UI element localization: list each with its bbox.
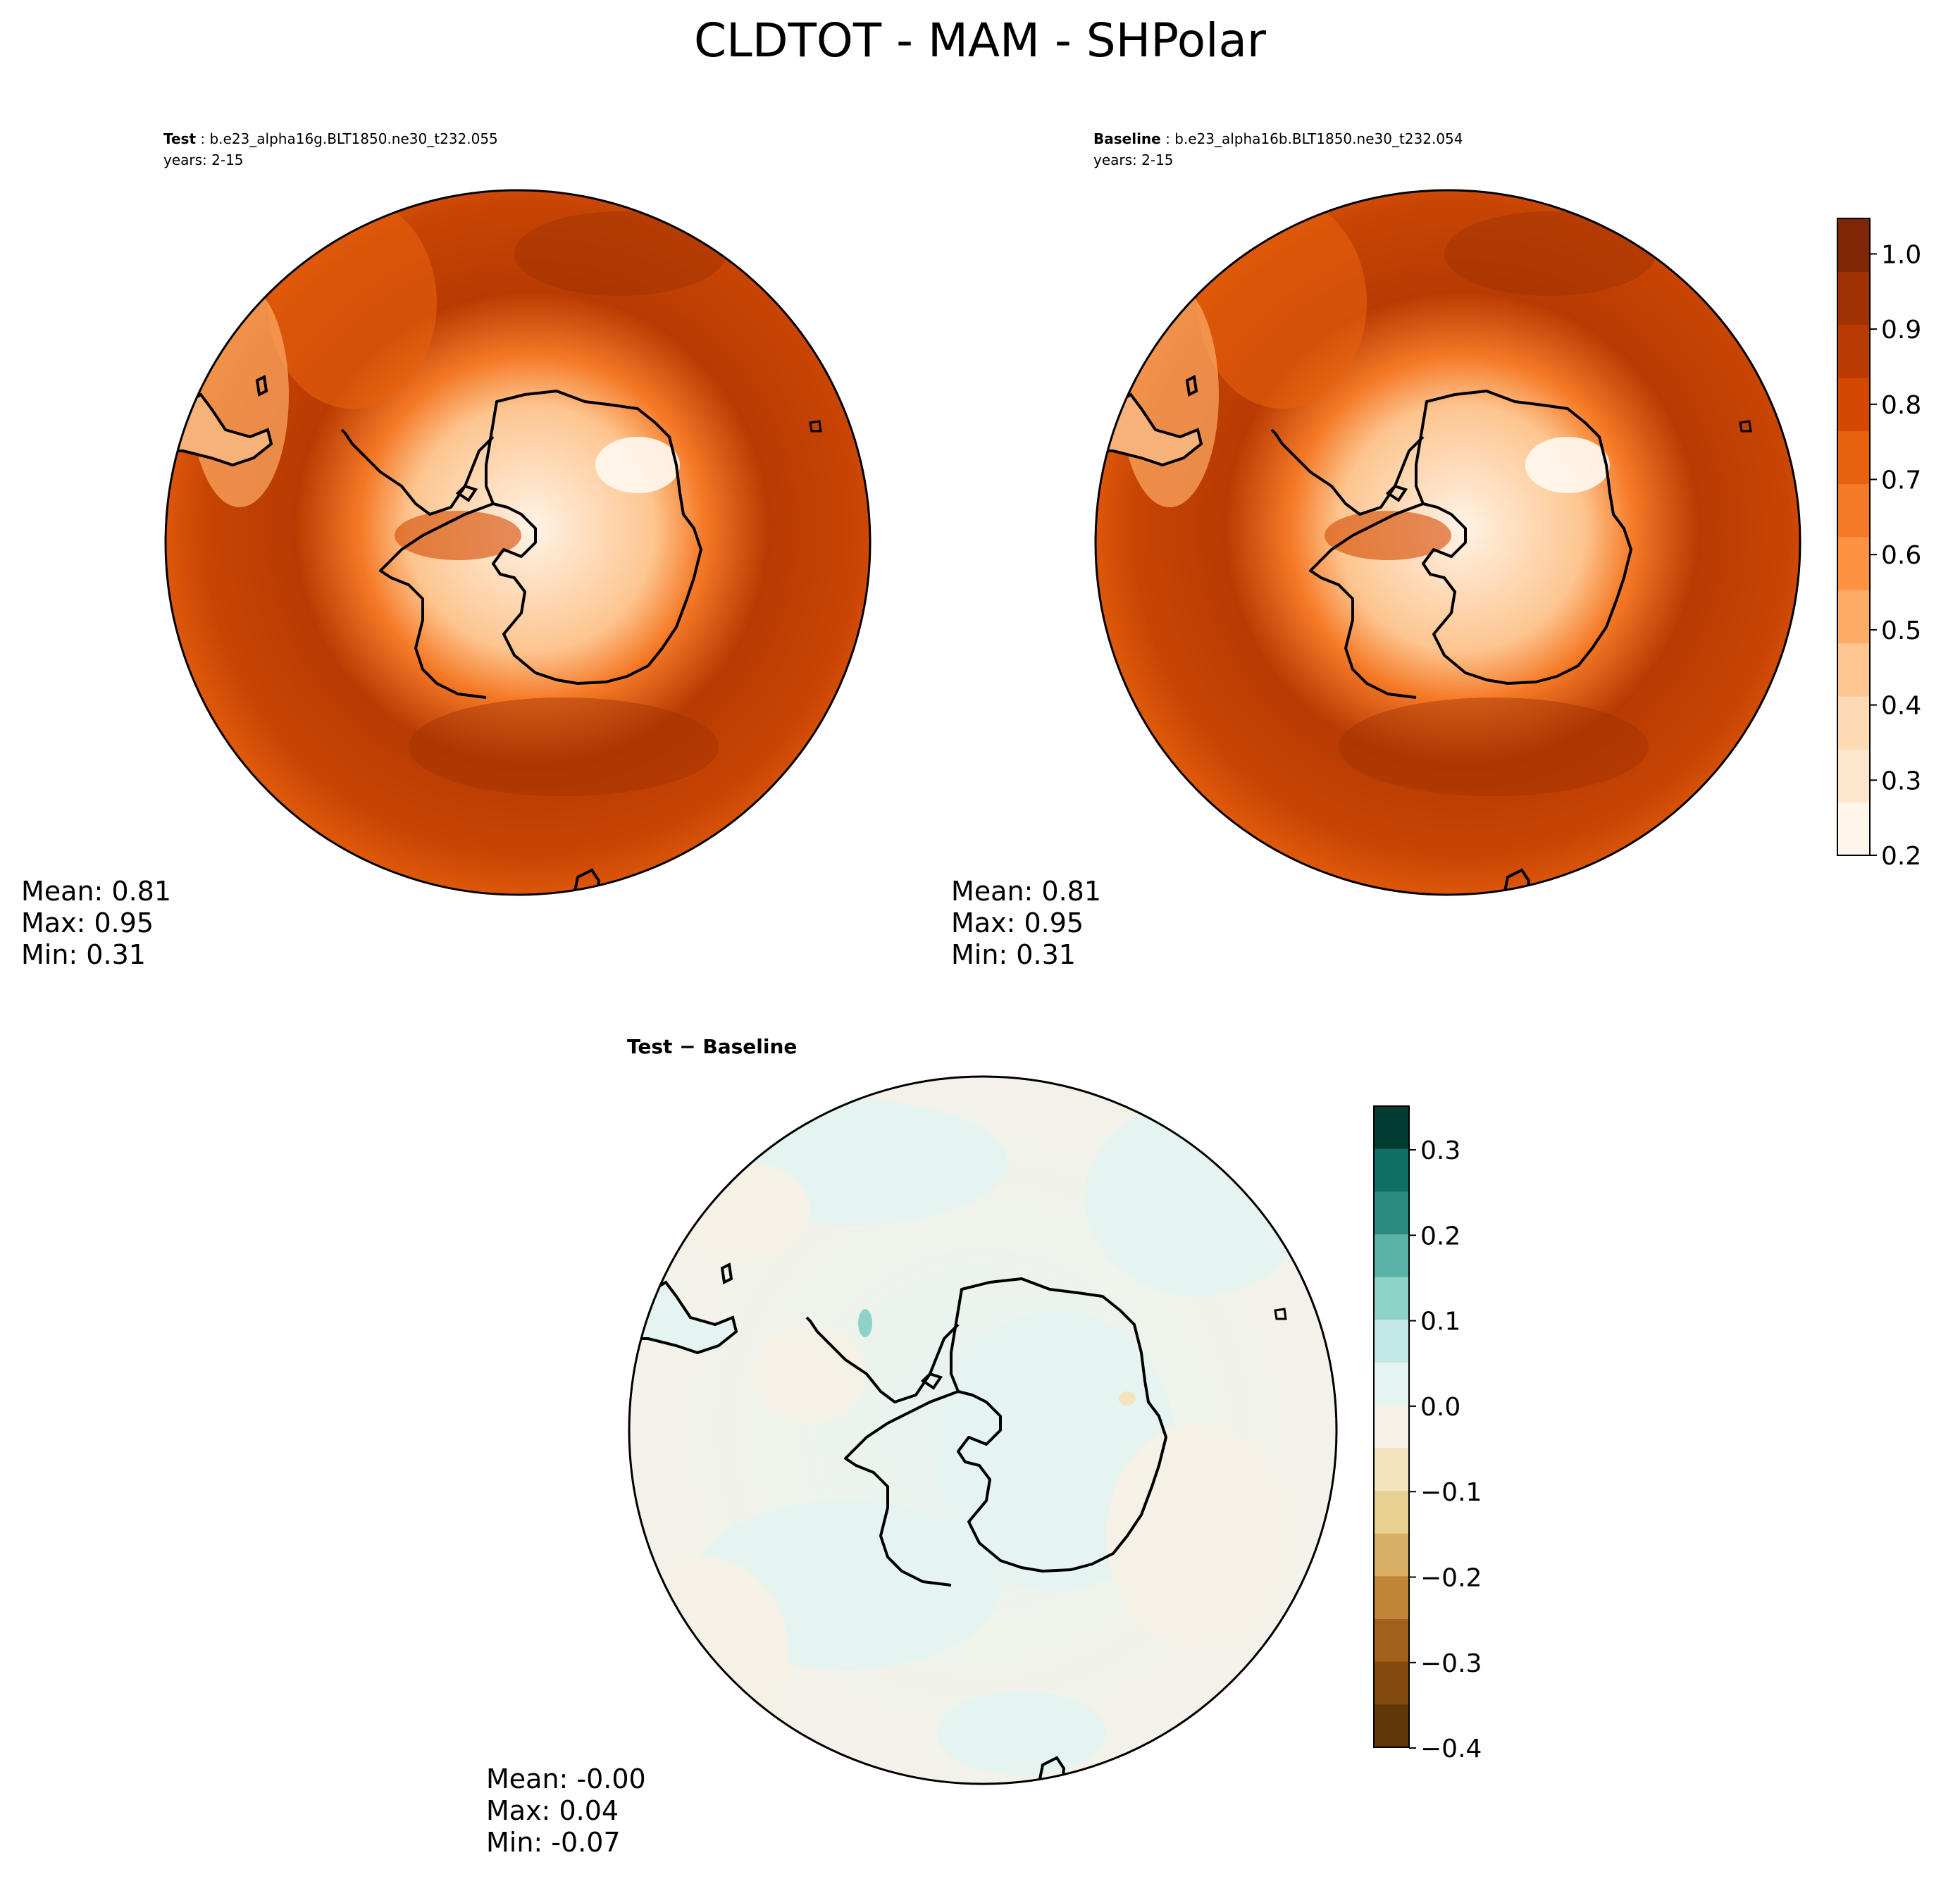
main-colorbar-block xyxy=(1837,324,1870,378)
diff-colorbar-block xyxy=(1374,1704,1409,1748)
diff-colorbar-block xyxy=(1374,1234,1409,1278)
diff-panel: Test − Baseline Me xyxy=(486,1035,1338,1858)
baseline-antarctic-peninsula xyxy=(1270,428,1425,699)
test-years: years: 2-15 xyxy=(163,151,244,168)
main-colorbar-tick-label: 0.6 xyxy=(1881,541,1921,570)
main-colorbar-tick-label: 0.9 xyxy=(1881,316,1921,345)
diff-colorbar-block xyxy=(1374,1661,1409,1705)
diff-australia-edge xyxy=(1038,1756,1066,1783)
main-colorbar-tick-label: 0.4 xyxy=(1881,692,1921,721)
main-colorbar-frame xyxy=(1837,218,1871,856)
baseline-map xyxy=(1096,190,1800,895)
baseline-map-boundary xyxy=(1094,189,1801,896)
test-map-boundary xyxy=(164,189,872,896)
diff-colorbar-frame xyxy=(1373,1105,1410,1748)
figure-title: CLDTOT - MAM - SHPolar xyxy=(694,13,1267,68)
main-colorbar-tick-label: 0.5 xyxy=(1881,616,1921,645)
main-colorbar-block xyxy=(1837,643,1870,697)
test-case-name: : b.e23_alpha16g.BLT1850.ne30_t232.055 xyxy=(196,130,498,147)
baseline-antarctica-coast xyxy=(1415,390,1632,685)
diff-colorbar-tick-label: −0.1 xyxy=(1420,1478,1482,1507)
main-colorbar-blocks xyxy=(1837,218,1870,856)
main-colorbar-block xyxy=(1837,430,1870,485)
test-map xyxy=(166,190,870,895)
diff-colorbar-tick-label: 0.1 xyxy=(1420,1308,1460,1337)
diff-colorbar-tick-label: 0.0 xyxy=(1420,1393,1460,1422)
main-colorbar-tick-label: 0.3 xyxy=(1881,767,1921,795)
diff-map xyxy=(629,1077,1336,1784)
diff-colorbar-block xyxy=(1374,1106,1409,1150)
main-colorbar-block xyxy=(1837,483,1870,538)
test-antarctic-peninsula xyxy=(340,428,495,699)
main-colorbar-tick-label: 0.8 xyxy=(1881,391,1921,420)
main-colorbar-block xyxy=(1837,218,1870,272)
main-colorbar: 0.2 0.3 0.4 0.5 0.6 0.7 0.8 0.9 1.0 xyxy=(1837,218,1921,871)
diff-colorbar-block xyxy=(1374,1619,1409,1663)
main-colorbar-block xyxy=(1837,378,1870,431)
test-stat-max: Max: 0.95 xyxy=(21,907,154,938)
diff-colorbar-ticks: 0.3 0.2 0.1 0.0 −0.1 −0.2 −0.3 −0.4 xyxy=(1409,1136,1482,1763)
diff-colorbar-block xyxy=(1374,1148,1409,1192)
diff-colorbar: 0.3 0.2 0.1 0.0 −0.1 −0.2 −0.3 −0.4 xyxy=(1373,1105,1482,1763)
diff-colorbar-block xyxy=(1374,1576,1409,1620)
test-panel-label: Test : b.e23_alpha16g.BLT1850.ne30_t232.… xyxy=(163,130,498,147)
baseline-stat-mean: Mean: 0.81 xyxy=(951,876,1101,907)
diff-colorbar-tick-label: −0.4 xyxy=(1420,1735,1482,1763)
test-panel: Test : b.e23_alpha16g.BLT1850.ne30_t232.… xyxy=(21,130,872,970)
test-stat-mean: Mean: 0.81 xyxy=(21,876,171,907)
diff-colorbar-block xyxy=(1374,1277,1409,1320)
baseline-panel-label: Baseline : b.e23_alpha16b.BLT1850.ne30_t… xyxy=(1093,130,1463,147)
diff-colorbar-block xyxy=(1374,1320,1409,1363)
baseline-stat-max: Max: 0.95 xyxy=(951,907,1084,938)
diff-stat-mean: Mean: -0.00 xyxy=(486,1763,646,1794)
baseline-panel: Baseline : b.e23_alpha16b.BLT1850.ne30_t… xyxy=(951,130,1801,970)
diff-colorbar-block xyxy=(1374,1191,1409,1235)
diff-colorbar-block xyxy=(1374,1405,1409,1449)
diff-colorbar-tick-label: −0.3 xyxy=(1420,1649,1482,1678)
main-colorbar-tick-label: 0.2 xyxy=(1881,842,1921,871)
test-label-bold: Test xyxy=(163,130,196,147)
diff-colorbar-tick-label: 0.3 xyxy=(1420,1136,1460,1165)
diff-map-boundary xyxy=(628,1075,1338,1785)
main-colorbar-block xyxy=(1837,271,1870,325)
diff-colorbar-blocks xyxy=(1374,1106,1409,1748)
diff-colorbar-block xyxy=(1374,1448,1409,1492)
baseline-years: years: 2-15 xyxy=(1093,151,1174,168)
diff-stat-max: Max: 0.04 xyxy=(486,1795,619,1826)
test-stat-min: Min: 0.31 xyxy=(21,939,146,970)
main-colorbar-ticks: 0.2 0.3 0.4 0.5 0.6 0.7 0.8 0.9 1.0 xyxy=(1870,240,1921,871)
test-antarctica-coast xyxy=(485,390,702,685)
diff-colorbar-block xyxy=(1374,1363,1409,1406)
main-colorbar-tick-label: 0.7 xyxy=(1881,466,1921,495)
diff-colorbar-block xyxy=(1374,1491,1409,1534)
main-colorbar-block xyxy=(1837,696,1870,750)
diff-colorbar-block xyxy=(1374,1533,1409,1577)
diff-antarctic-peninsula xyxy=(805,1316,960,1587)
diff-colorbar-tick-label: −0.2 xyxy=(1420,1564,1482,1593)
main-colorbar-block xyxy=(1837,802,1870,856)
baseline-case-name: : b.e23_alpha16b.BLT1850.ne30_t232.054 xyxy=(1161,130,1463,147)
baseline-stat-min: Min: 0.31 xyxy=(951,939,1076,970)
diff-panel-label: Test − Baseline xyxy=(627,1035,797,1058)
diff-antarctica-coast xyxy=(950,1277,1167,1573)
diff-colorbar-tick-label: 0.2 xyxy=(1420,1222,1460,1251)
diff-stat-min: Min: -0.07 xyxy=(486,1827,621,1858)
main-colorbar-tick-label: 1.0 xyxy=(1881,240,1921,269)
main-colorbar-block xyxy=(1837,537,1870,590)
main-colorbar-block xyxy=(1837,590,1870,644)
main-colorbar-block xyxy=(1837,749,1870,803)
baseline-label-bold: Baseline xyxy=(1093,130,1161,147)
